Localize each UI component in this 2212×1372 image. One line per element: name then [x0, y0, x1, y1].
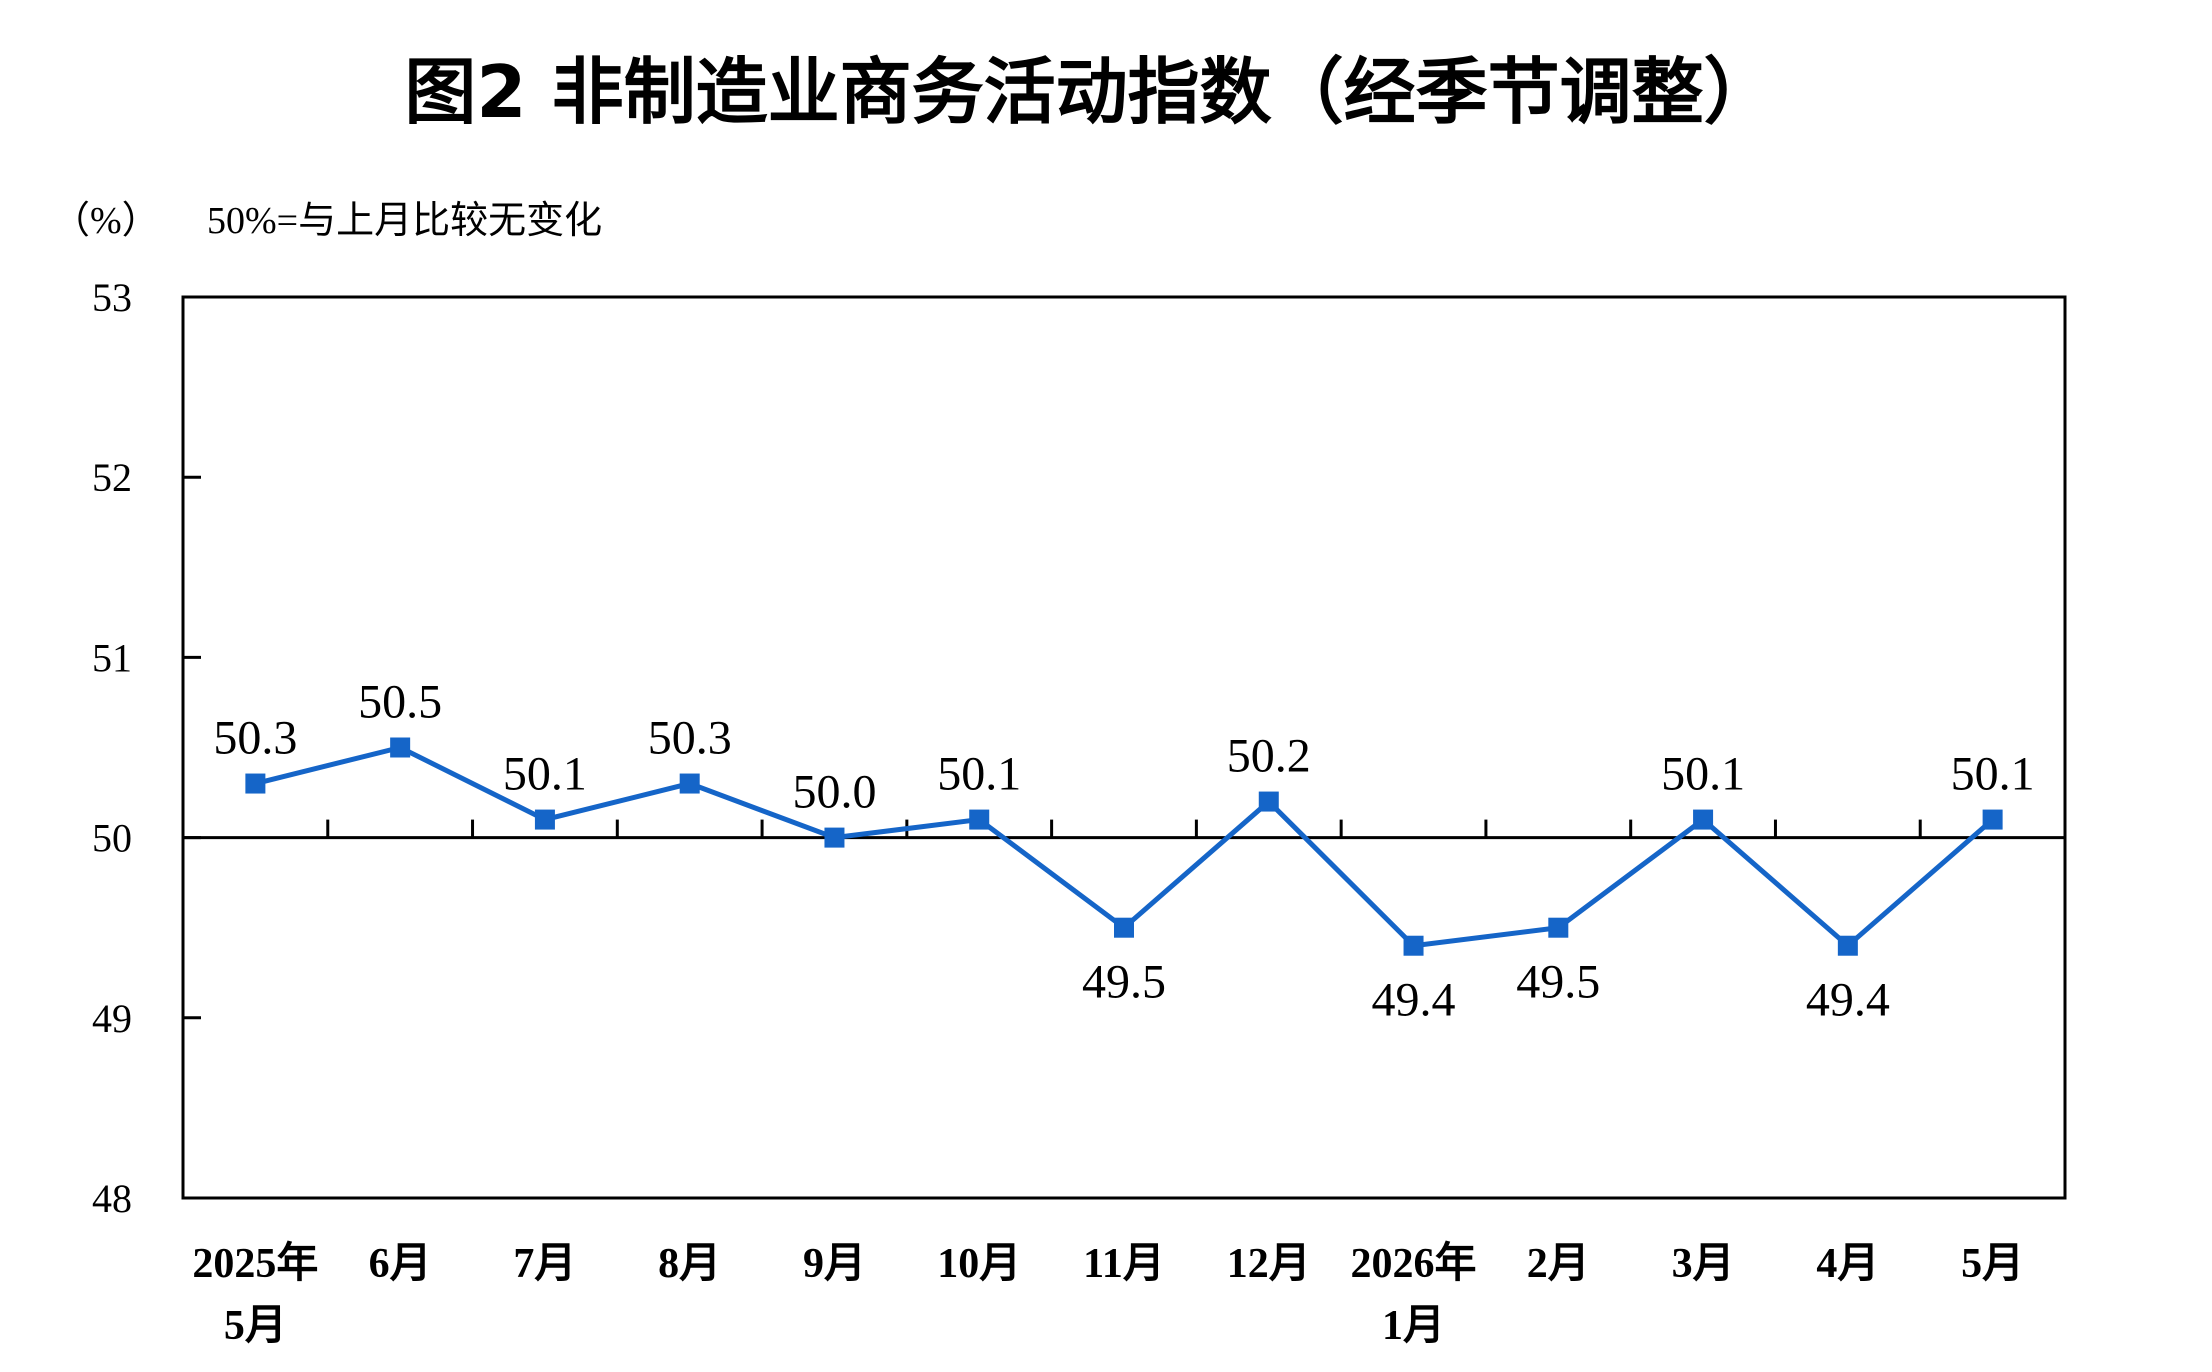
x-tick-label: 2025年 [192, 1240, 318, 1287]
x-tick-label: 5月 [1961, 1241, 2024, 1287]
x-tick-label: 9月 [803, 1241, 866, 1287]
data-label: 49.5 [1516, 956, 1600, 1009]
x-tick-label: 7月 [513, 1241, 576, 1287]
y-tick-label: 51 [92, 635, 132, 680]
data-label: 50.1 [937, 748, 1021, 801]
data-point-marker [1982, 809, 2003, 830]
data-label: 49.5 [1082, 956, 1166, 1009]
data-point-marker [1837, 935, 1858, 956]
chart-title: 图2 非制造业商务活动指数（经季节调整） [404, 50, 1775, 134]
data-point-marker [679, 773, 700, 794]
data-label: 50.5 [358, 676, 442, 729]
data-point-marker [1114, 917, 1134, 938]
x-tick-label: 4月 [1816, 1241, 1879, 1287]
data-point-marker [969, 809, 990, 830]
data-point-marker [1258, 791, 1279, 812]
data-point-marker [824, 827, 845, 848]
data-point-marker [390, 737, 411, 758]
y-axis-unit-label: （%） [52, 200, 160, 242]
x-tick-label: 1月 [1382, 1303, 1445, 1349]
x-tick-label: 2月 [1527, 1241, 1590, 1287]
x-tick-label: 3月 [1672, 1241, 1735, 1287]
data-point-marker [1693, 809, 1714, 830]
data-label: 49.4 [1806, 974, 1890, 1027]
data-point-marker [1548, 917, 1569, 938]
y-tick-label: 50 [92, 816, 132, 861]
data-label: 50.1 [1951, 748, 2035, 801]
data-label: 50.1 [1661, 748, 1745, 801]
x-tick-label: 2026年 [1351, 1240, 1477, 1287]
data-point-marker [1403, 935, 1424, 956]
x-tick-label: 10月 [937, 1241, 1021, 1287]
y-tick-label: 48 [92, 1176, 132, 1221]
data-label: 50.1 [503, 748, 587, 801]
reference-note: 50%=与上月比较无变化 [207, 200, 602, 242]
y-tick-label: 49 [92, 996, 132, 1041]
x-tick-label: 8月 [658, 1241, 721, 1287]
data-label: 50.0 [792, 766, 876, 819]
data-label: 50.3 [213, 712, 297, 765]
x-tick-label: 6月 [369, 1241, 432, 1287]
x-axis: 2025年 5月 6月 7月 8月 9月 10月 11月 12月 2026年 1月 2月 3月 4月 5月 [192, 819, 2024, 1349]
data-point-marker [534, 809, 555, 830]
data-label: 50.3 [648, 712, 732, 765]
plot-frame [181, 295, 2067, 1200]
y-axis: 48 49 50 51 52 53 [92, 275, 201, 1221]
y-tick-label: 52 [92, 455, 132, 500]
x-tick-label: 5月 [224, 1303, 287, 1349]
x-tick-label: 11月 [1083, 1241, 1165, 1287]
data-label: 49.4 [1372, 974, 1456, 1027]
data-point-marker [245, 773, 266, 794]
series-layer: 50.3 50.5 50.1 50.3 50.0 50.1 49.5 50.2 49.4 49.5… [213, 676, 2034, 1027]
y-tick-label: 53 [92, 275, 132, 320]
x-tick-label: 12月 [1227, 1241, 1311, 1287]
data-label: 50.2 [1227, 730, 1311, 783]
